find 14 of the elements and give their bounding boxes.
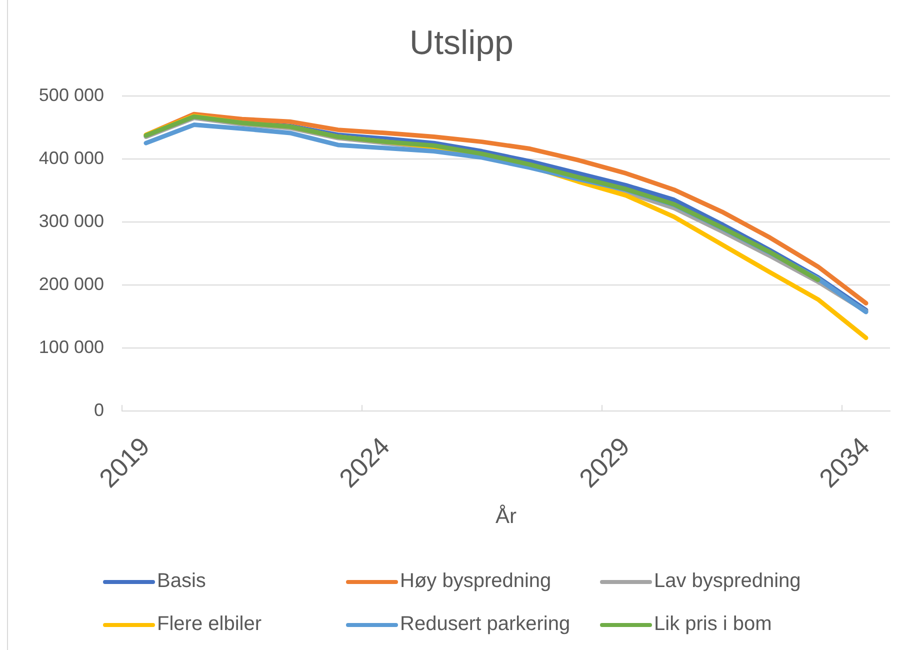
legend-label: Lav byspredning [654, 570, 801, 593]
legend-label: Lik pris i bom [654, 613, 772, 636]
y-tick-label: 100 000 [38, 336, 104, 357]
chart-title: Utslipp [410, 24, 514, 62]
x-axis-title: År [496, 504, 517, 528]
legend-label: Basis [157, 570, 206, 593]
y-tick-label: 200 000 [38, 274, 104, 294]
y-tick-label: 0 [94, 400, 104, 420]
legend-label: Redusert parkering [400, 613, 570, 636]
y-tick-label: 300 000 [38, 210, 104, 231]
legend-label: Flere elbiler [157, 613, 262, 636]
y-tick-label: 500 000 [38, 84, 104, 105]
legend-label: Høy byspredning [400, 570, 552, 593]
y-tick-label: 400 000 [38, 148, 104, 168]
